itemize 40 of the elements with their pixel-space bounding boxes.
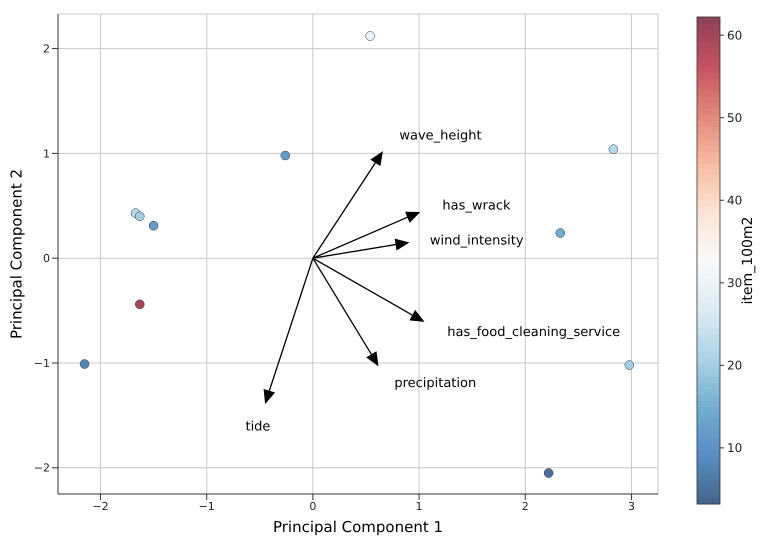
annotation: precipitation <box>394 376 476 392</box>
y-axis-title: Principal Component 2 <box>7 168 26 340</box>
point <box>370 151 383 166</box>
color-bar-label: 30 <box>727 276 742 290</box>
color-bar-label: 40 <box>727 193 742 208</box>
x-tick-label: 0 <box>309 500 316 513</box>
point <box>556 228 566 238</box>
x-axis-title: Principal Component 1 <box>272 518 444 536</box>
point <box>135 300 145 310</box>
color-bar-label: 60 <box>727 28 742 42</box>
color-bar-label: 10 <box>727 441 742 456</box>
x-tick-label: 1 <box>416 500 423 513</box>
y-tick-label: 1 <box>43 147 50 160</box>
x-tick-label: 3 <box>628 500 635 513</box>
annotation: wave_height <box>399 128 482 144</box>
point <box>135 212 145 222</box>
color-bar-title: item_100m2 <box>740 216 756 304</box>
annotation: wind_intensity <box>430 234 524 249</box>
point <box>365 31 375 41</box>
annotation: has_wrack <box>442 198 511 214</box>
x-tick-label: −2 <box>92 500 109 513</box>
point <box>544 468 554 478</box>
point <box>148 220 158 230</box>
color-bar-label: 50 <box>727 110 742 125</box>
x-tick-label: 2 <box>522 500 529 513</box>
point <box>405 212 420 223</box>
annotation: has_food_cleaning_service <box>447 324 620 340</box>
point <box>366 351 378 366</box>
point <box>280 150 290 160</box>
point <box>608 144 618 154</box>
color-bar-label: 20 <box>727 358 742 373</box>
x-tick-label: −1 <box>198 500 215 513</box>
y-tick-label: −1 <box>34 356 50 370</box>
point <box>624 360 634 370</box>
point <box>80 359 90 369</box>
point <box>394 238 410 250</box>
y-tick-label: −2 <box>34 462 50 475</box>
y-tick-label: 0 <box>43 252 50 266</box>
annotation: tide <box>245 420 270 435</box>
y-tick-label: 2 <box>43 42 50 56</box>
